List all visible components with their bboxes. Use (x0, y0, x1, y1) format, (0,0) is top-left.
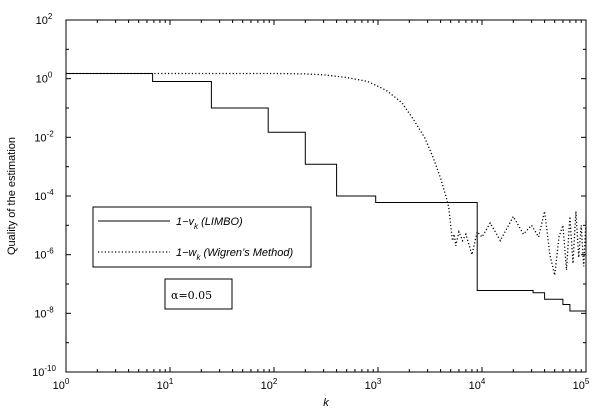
legend-prefix-limbo: 1−v (176, 216, 196, 228)
alpha-annotation: α=0.05 (164, 278, 233, 310)
annotation-box (164, 278, 233, 310)
legend-entry-wigren: 1−wk (Wigren’s Method) (176, 247, 293, 262)
legend-suffix-limbo: (LIMBO) (198, 216, 243, 228)
annotation-text: α=0.05 (171, 289, 212, 302)
x-tick-label: 104 (469, 377, 486, 392)
series-line-wigren (66, 72, 587, 276)
legend-subscript-limbo: k (194, 222, 199, 231)
y-tick-label: 10-4 (34, 188, 54, 203)
annotation-value: =0.05 (178, 289, 212, 302)
y-tick-label: 100 (36, 71, 53, 86)
legend-prefix-wigren: 1−w (176, 247, 198, 259)
y-tick-label: 102 (36, 12, 53, 27)
y-tick-label: 10-8 (34, 305, 54, 320)
legend-suffix-wigren: (Wigren’s Method) (201, 247, 294, 259)
legend: 1−vk (LIMBO) 1−wk (Wigren’s Method) (92, 206, 312, 268)
x-tick-label: 100 (53, 377, 70, 392)
x-axis-label: k (323, 397, 329, 409)
legend-box (92, 206, 312, 268)
y-tick-label: 10-2 (34, 129, 54, 144)
y-tick-label: 10-6 (34, 247, 54, 262)
y-axis-label: Quality of the estimation (6, 137, 18, 255)
y-tick-label: 10-10 (32, 364, 56, 379)
x-tick-label: 105 (573, 377, 590, 392)
legend-entry-limbo: 1−vk (LIMBO) (176, 216, 243, 231)
legend-subscript-wigren: k (197, 253, 202, 262)
x-tick-label: 101 (157, 377, 174, 392)
x-tick-label: 103 (365, 377, 382, 392)
annotation-alpha: α (171, 289, 179, 302)
x-tick-label: 102 (261, 377, 278, 392)
series-line-limbo (66, 73, 587, 320)
